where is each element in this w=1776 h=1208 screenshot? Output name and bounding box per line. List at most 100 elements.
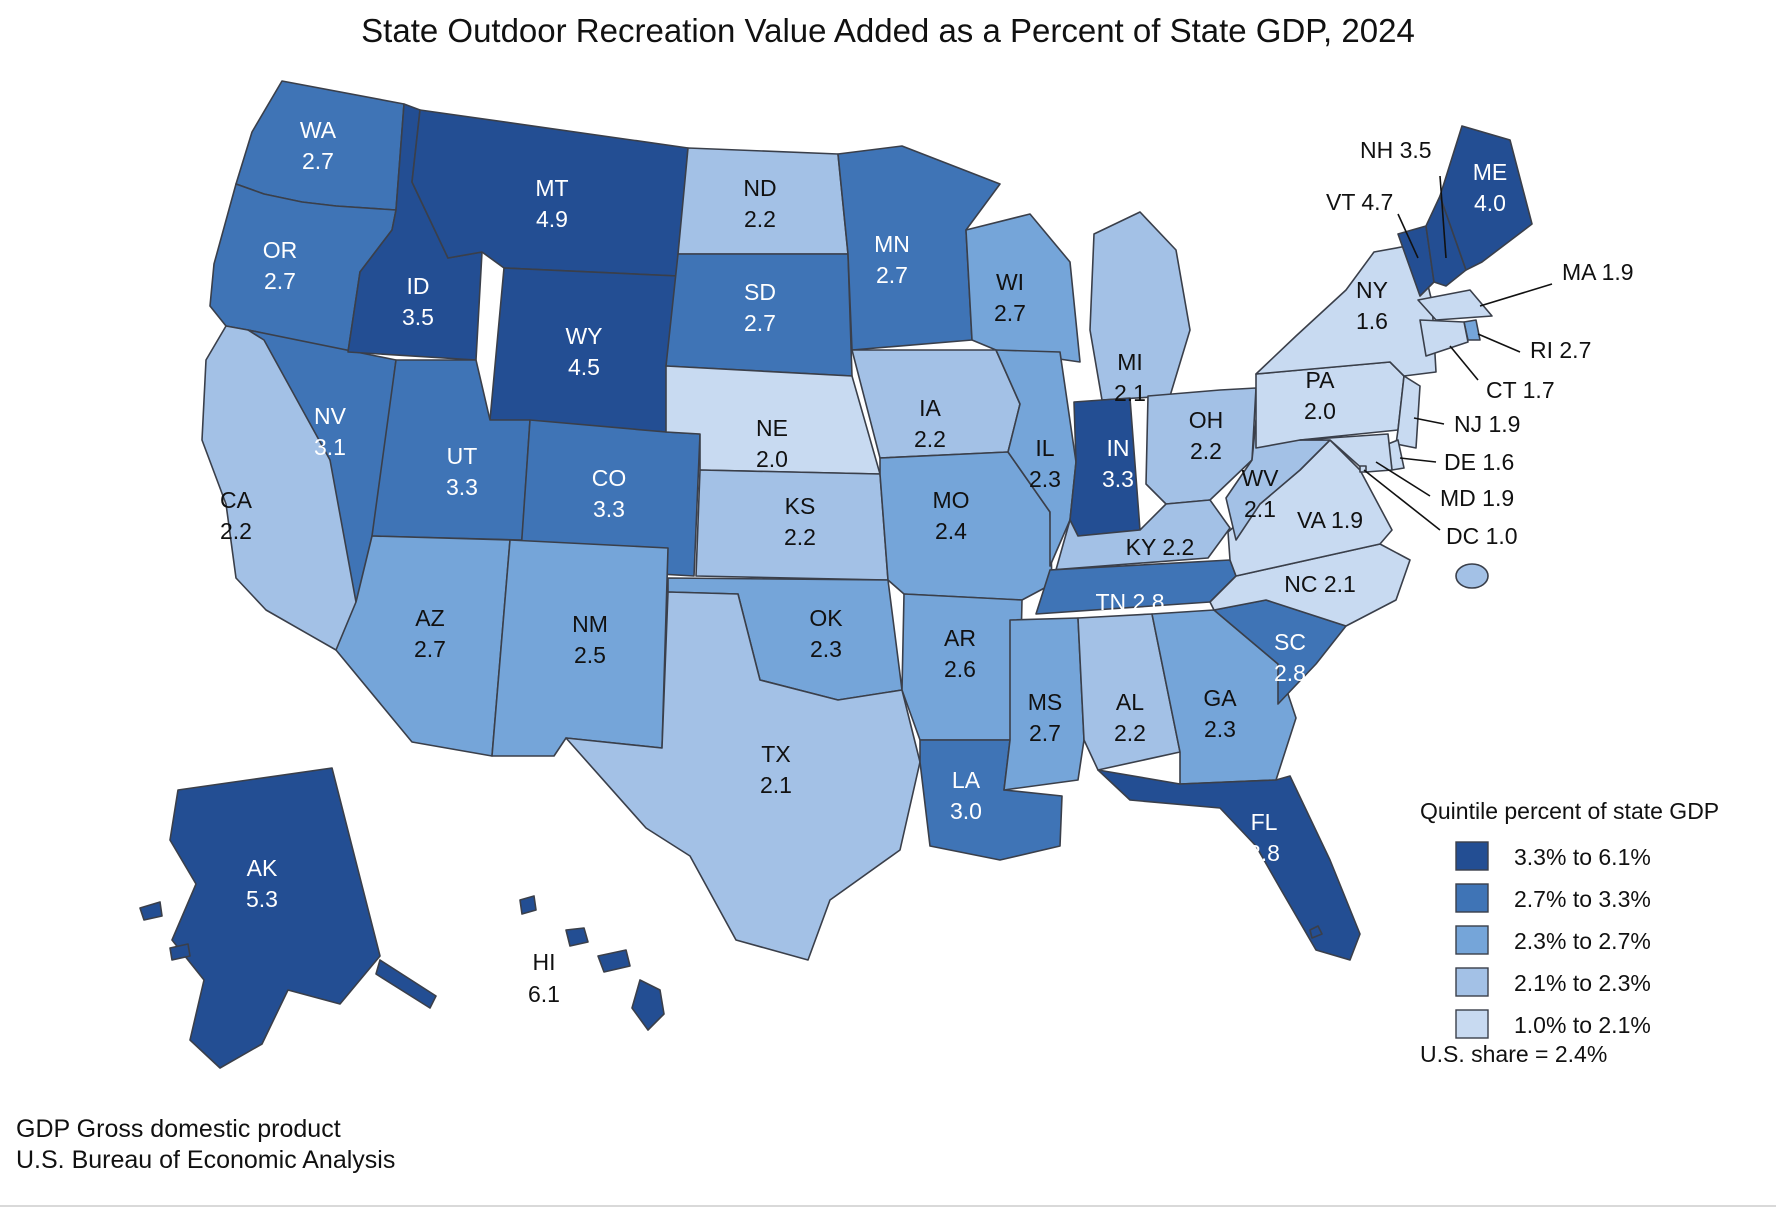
legend-swatch-3 (1455, 925, 1489, 955)
state-mi (1089, 211, 1191, 401)
hi-island-oahu (565, 927, 589, 947)
legend-swatch-2 (1455, 883, 1489, 913)
state-nh (1425, 195, 1467, 287)
leader-line-ct (1449, 345, 1479, 381)
state-label-ma: MA 1.9 (1562, 259, 1634, 285)
state-value-nm: 2.5 (574, 642, 606, 668)
state-label-al: AL (1116, 689, 1144, 715)
state-label-mi: MI (1117, 349, 1143, 375)
state-label-or: OR (263, 237, 298, 263)
state-value-mi: 2.1 (1114, 380, 1146, 406)
state-label-wy: WY (565, 323, 602, 349)
state-value-id: 3.5 (402, 304, 434, 330)
state-value-mt: 4.9 (536, 206, 568, 232)
ak-island-b (169, 943, 191, 961)
state-label-dc: DC 1.0 (1446, 523, 1518, 549)
state-value-az: 2.7 (414, 636, 446, 662)
state-value-ga: 2.3 (1204, 716, 1236, 742)
state-value-ne: 2.0 (756, 446, 788, 472)
ak-panhandle (375, 959, 437, 1009)
footnote-source: U.S. Bureau of Economic Analysis (16, 1146, 395, 1174)
leader-line-ma (1479, 283, 1553, 307)
state-value-tx: 2.1 (760, 772, 792, 798)
state-value-wv: 2.1 (1244, 496, 1276, 522)
state-label-ms: MS (1028, 689, 1063, 715)
state-ky (1049, 499, 1231, 585)
state-value-oh: 2.2 (1190, 438, 1222, 464)
state-label-ak: AK (247, 855, 278, 881)
state-value-ms: 2.7 (1029, 720, 1061, 746)
state-label-id: ID (407, 273, 430, 299)
state-value-la: 3.0 (950, 798, 982, 824)
state-label-ar: AR (944, 625, 976, 651)
state-value-mn: 2.7 (876, 262, 908, 288)
state-value-sd: 2.7 (744, 310, 776, 336)
state-oh (1145, 387, 1257, 505)
state-value-il: 2.3 (1029, 466, 1061, 492)
state-value-co: 3.3 (593, 496, 625, 522)
state-value-pa: 2.0 (1304, 398, 1336, 424)
state-label-az: AZ (415, 605, 444, 631)
state-label-la: LA (952, 767, 981, 793)
state-md (1299, 433, 1393, 473)
state-value-fl: 3.8 (1248, 840, 1280, 866)
map-title: State Outdoor Recreation Value Added as … (361, 12, 1415, 49)
legend-title: Quintile percent of state GDP (1420, 798, 1719, 824)
state-label-sc: SC (1274, 629, 1306, 655)
ak-island-a (139, 901, 163, 921)
state-value-sc: 2.8 (1274, 660, 1306, 686)
legend-label-4: 2.1% to 2.3% (1514, 970, 1651, 996)
state-label-va: VA 1.9 (1297, 507, 1363, 533)
state-label-wa: WA (300, 117, 337, 143)
state-value-wa: 2.7 (302, 148, 334, 174)
state-label-pa: PA (1306, 367, 1336, 393)
us-share-note: U.S. share = 2.4% (1420, 1041, 1607, 1067)
state-value-in: 3.3 (1102, 466, 1134, 492)
state-label-nc: NC 2.1 (1284, 571, 1356, 597)
legend: Quintile percent of state GDP 3.3% to 6.… (1420, 798, 1719, 1067)
state-label-nh: NH 3.5 (1360, 137, 1432, 163)
state-value-nd: 2.2 (744, 206, 776, 232)
state-label-ks: KS (785, 493, 816, 519)
legend-label-1: 3.3% to 6.1% (1514, 844, 1651, 870)
state-value-al: 2.2 (1114, 720, 1146, 746)
legend-label-2: 2.7% to 3.3% (1514, 886, 1651, 912)
state-value-me: 4.0 (1474, 190, 1506, 216)
state-label-ct: CT 1.7 (1486, 377, 1555, 403)
state-label-nv: NV (314, 403, 347, 429)
state-label-me: ME (1473, 159, 1508, 185)
state-hi (631, 979, 665, 1031)
state-value-ca: 2.2 (220, 518, 252, 544)
state-value-wi: 2.7 (994, 300, 1026, 326)
state-label-sd: SD (744, 279, 776, 305)
state-label-ny: NY (1356, 277, 1388, 303)
atlantic-shape (1455, 563, 1489, 589)
state-value-hi: 6.1 (528, 981, 560, 1007)
legend-label-3: 2.3% to 2.7% (1514, 928, 1651, 954)
state-label-il: IL (1035, 435, 1054, 461)
state-il (995, 349, 1077, 567)
leader-line-ri (1477, 333, 1521, 353)
state-fl (1097, 769, 1361, 961)
state-value-ut: 3.3 (446, 474, 478, 500)
footnote-gdp: GDP Gross domestic product (16, 1115, 341, 1143)
labels-layer: WA 2.7 OR 2.7 CA 2.2 NV 3.1 ID 3.5 MT 4.9 WY 4.5 UT 3.3… (220, 117, 1507, 1007)
legend-bins: 3.3% to 6.1% 2.7% to 3.3% 2.3% to 2.7% 2.1%… (1455, 841, 1651, 1039)
state-wy (489, 267, 679, 433)
state-value-nv: 3.1 (314, 434, 346, 460)
hi-island-maui (597, 949, 631, 973)
state-label-md: MD 1.9 (1440, 485, 1514, 511)
state-label-wv: WV (1241, 465, 1279, 491)
state-label-hi: HI (533, 949, 556, 975)
leader-line-dc (1363, 469, 1441, 531)
legend-label-5: 1.0% to 2.1% (1514, 1012, 1651, 1038)
state-me (1439, 125, 1533, 271)
state-label-ga: GA (1203, 685, 1237, 711)
state-nj (1395, 375, 1421, 449)
state-value-ar: 2.6 (944, 656, 976, 682)
state-value-ny: 1.6 (1356, 308, 1388, 334)
leader-line-md (1375, 461, 1431, 497)
state-label-in: IN (1107, 435, 1130, 461)
fl-keys (1309, 925, 1323, 939)
